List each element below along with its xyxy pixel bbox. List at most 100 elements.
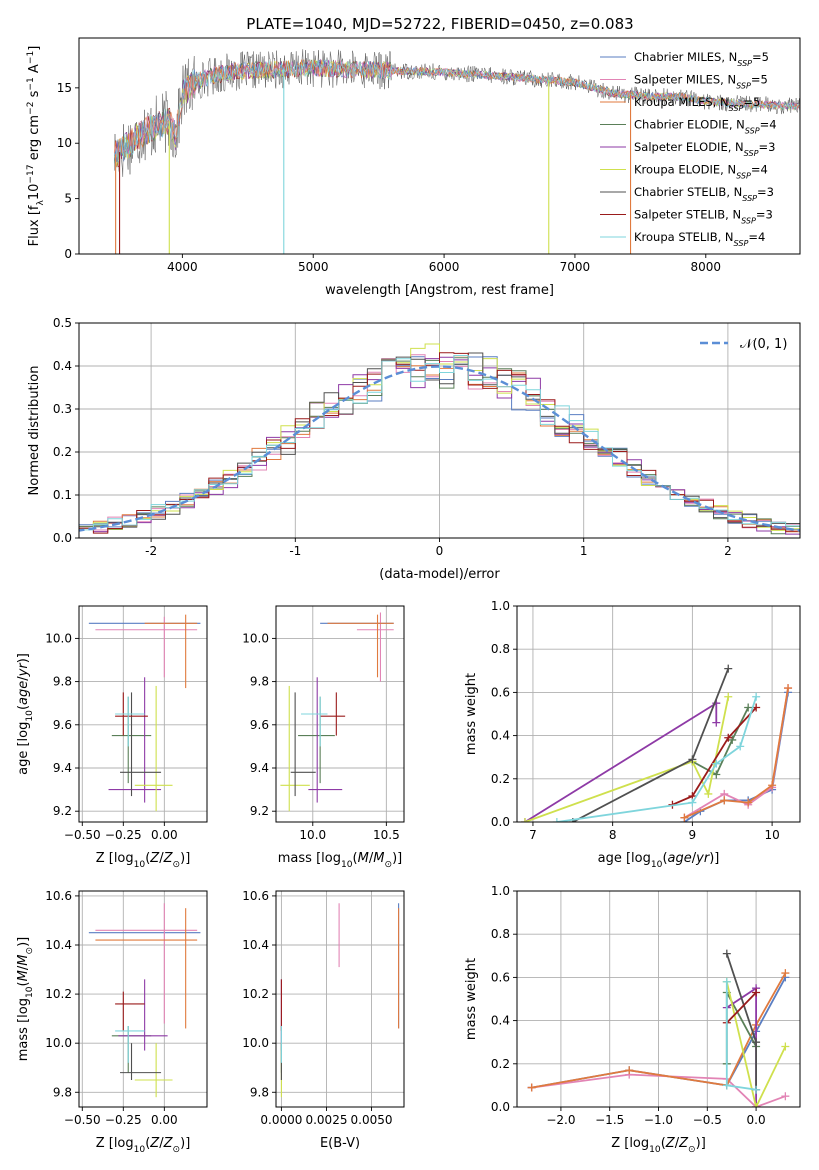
normal-curve — [79, 365, 800, 532]
x-tick-label: 6000 — [429, 260, 460, 274]
x-axis-label: age [log10(age/yr)] — [598, 851, 720, 870]
weight-marker-kroupa_miles — [781, 969, 790, 978]
weight-marker-kroupa_miles — [784, 684, 793, 693]
weight-marker-kroupa_miles — [768, 781, 777, 790]
weight-marker-chabrier_stelib — [752, 1038, 761, 1047]
y-tick-label: 9.8 — [250, 1085, 269, 1099]
y-tick-label: 1.0 — [491, 599, 510, 613]
x-axis-label: wavelength [Angstrom, rest frame] — [325, 283, 554, 298]
x-tick-label: 5000 — [298, 260, 329, 274]
age_vs_Z-points — [88, 614, 201, 812]
y-tick-label: 10.2 — [45, 987, 72, 1001]
spectrum-lines — [114, 49, 800, 254]
x-tick-label: 7000 — [560, 260, 591, 274]
weight-marker-kroupa_stelib — [752, 692, 761, 701]
y-tick-label: 10 — [57, 136, 72, 150]
x-tick-label: 0.0 — [747, 1113, 766, 1127]
x-axis-label: mass [log10(M/M⊙)] — [278, 851, 402, 870]
axes-frame — [516, 605, 801, 823]
weight-marker-kroupa_elodie — [520, 818, 529, 822]
x-tick-label: −0.25 — [105, 1113, 142, 1127]
weight-marker-kroupa_stelib — [752, 1085, 761, 1094]
histogram-panel: -2 -1 0 1 2 0.0 0.1 0.2 0.3 0.4 0.5 (data-model)/er… — [27, 316, 801, 582]
y-tick-label: 10.0 — [45, 1036, 72, 1050]
y-axis-label: mass [log10(M/M⊙)] — [16, 937, 35, 1061]
axes-frame — [78, 605, 208, 823]
axes-frame — [78, 322, 801, 539]
y-tick-label: 9.8 — [250, 675, 269, 689]
x-axis-label: Z [log10(Z/Z⊙)] — [96, 851, 191, 870]
y-tick-label: 0.2 — [491, 1057, 510, 1071]
weight-marker-kroupa_miles — [527, 1083, 536, 1092]
weight-line-kroupa_stelib — [556, 696, 758, 822]
legend-label: Chabrier STELIB, NSSP=3 — [634, 185, 774, 203]
y-tick-label: 0.8 — [491, 927, 510, 941]
weight-marker-salpeter_miles — [781, 1092, 790, 1101]
weight-marker-chabrier_stelib — [688, 755, 697, 764]
weight-marker-chabrier_elodie — [744, 703, 753, 712]
weight-line-chabrier_elodie — [691, 707, 750, 776]
x-axis-label: Z [log10(Z/Z⊙)] — [96, 1136, 191, 1155]
weight-marker-kroupa_elodie — [724, 692, 733, 701]
x-tick-label: 10 — [764, 828, 779, 842]
y-tick-label: 0.1 — [53, 488, 72, 502]
y-axis-label: Normed distribution — [27, 366, 42, 496]
spectrum-line-chabrier_miles — [114, 59, 800, 162]
y-tick-label: 10.0 — [242, 631, 269, 645]
age_vs_mass-points — [280, 612, 394, 812]
axes-frame — [275, 605, 405, 823]
legend-label: Kroupa STELIB, NSSP=4 — [634, 230, 765, 248]
y-tick-label: 0.6 — [491, 970, 510, 984]
axes-frame — [516, 890, 801, 1108]
weight-marker-kroupa_stelib — [736, 742, 745, 751]
y-tick-label: 0.6 — [491, 685, 510, 699]
axes-frame — [275, 890, 405, 1108]
mass_vs_ebv-panel: 0.0000 0.0025 0.0050 9.8 10.0 10.2 10.4 10.6 E(B… — [242, 889, 405, 1151]
weight-marker-kroupa_stelib — [552, 818, 561, 822]
weight-line-chabrier_stelib — [725, 953, 757, 1090]
spectrum-line-kroupa_stelib — [114, 59, 800, 166]
x-tick-label: −1.0 — [644, 1113, 673, 1127]
y-tick-label: 0.0 — [53, 531, 72, 545]
x-tick-label: −0.5 — [693, 1113, 722, 1127]
y-tick-label: 9.4 — [53, 761, 72, 775]
y-tick-label: 0.4 — [53, 359, 72, 373]
x-tick-label: 4000 — [167, 260, 198, 274]
y-tick-label: 0.2 — [53, 445, 72, 459]
mass_vs_ebv-points — [280, 903, 400, 1098]
axes-frame — [78, 890, 208, 1108]
weight-marker-salpeter_stelib — [724, 733, 733, 742]
y-tick-label: 10.4 — [45, 938, 72, 952]
figure-title: PLATE=1040, MJD=52722, FIBERID=0450, z=0… — [246, 15, 633, 33]
x-tick-label: 0.00 — [151, 828, 178, 842]
spectrum-panel: 4000 5000 6000 7000 8000 0 5 10 15 wavelength [An… — [26, 37, 801, 298]
weight-line-salpeter_stelib — [672, 706, 757, 806]
histogram-steps — [79, 343, 800, 538]
weight-marker-kroupa_miles — [720, 796, 729, 805]
weight-marker-kroupa_stelib — [688, 798, 697, 807]
weight-marker-chabrier_elodie — [712, 770, 721, 779]
mass_vs_Z-points — [88, 903, 201, 1098]
y-axis-label: mass weight — [464, 958, 479, 1040]
y-tick-label: 0.2 — [491, 772, 510, 786]
legend: Chabrier MILES, NSSP=5 Salpeter MILES, NS… — [600, 50, 777, 248]
weight-marker-kroupa_elodie — [704, 789, 713, 798]
legend-label: Salpeter MILES, NSSP=5 — [634, 73, 768, 91]
weight-marker-kroupa_stelib — [722, 977, 731, 986]
legend-label: Salpeter ELODIE, NSSP=3 — [634, 140, 775, 158]
y-tick-label: 0.3 — [53, 402, 72, 416]
weight-line-chabrier_stelib — [572, 668, 730, 822]
age_vs_Z-panel: −0.50 −0.25 0.00 9.2 9.4 9.6 9.8 10.0 Z [log10(Z… — [16, 605, 208, 870]
weight-marker-chabrier_stelib — [724, 664, 733, 673]
y-tick-label: 15 — [57, 81, 72, 95]
x-tick-label: −0.50 — [64, 1113, 101, 1127]
y-tick-label: 5 — [64, 192, 72, 206]
weight_vs_Z-panel: −2.0 −1.5 −1.0 −0.5 0.0 0.0 0.2 0.4 0.6 0.8 1.0 Z [… — [464, 884, 801, 1155]
y-tick-label: 10.4 — [242, 938, 269, 952]
y-tick-label: 9.2 — [53, 804, 72, 818]
x-tick-label: 0.0025 — [305, 1113, 347, 1127]
x-tick-label: 7 — [529, 828, 537, 842]
x-axis-label: (data-model)/error — [379, 567, 500, 582]
